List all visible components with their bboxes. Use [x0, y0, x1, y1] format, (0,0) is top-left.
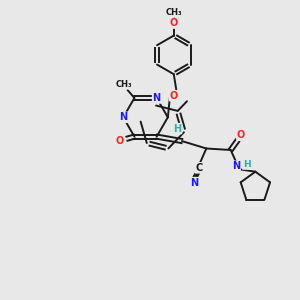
Text: CH₃: CH₃	[116, 80, 132, 89]
Text: H: H	[243, 160, 250, 169]
Text: O: O	[170, 91, 178, 101]
Text: CH₃: CH₃	[166, 8, 183, 17]
Text: O: O	[170, 18, 178, 28]
Text: C: C	[195, 163, 203, 173]
Text: H: H	[173, 124, 181, 134]
Text: O: O	[237, 130, 245, 140]
Text: N: N	[190, 178, 198, 188]
Text: N: N	[232, 161, 240, 171]
Text: N: N	[119, 112, 127, 122]
Text: O: O	[116, 136, 124, 146]
Text: N: N	[153, 93, 161, 103]
